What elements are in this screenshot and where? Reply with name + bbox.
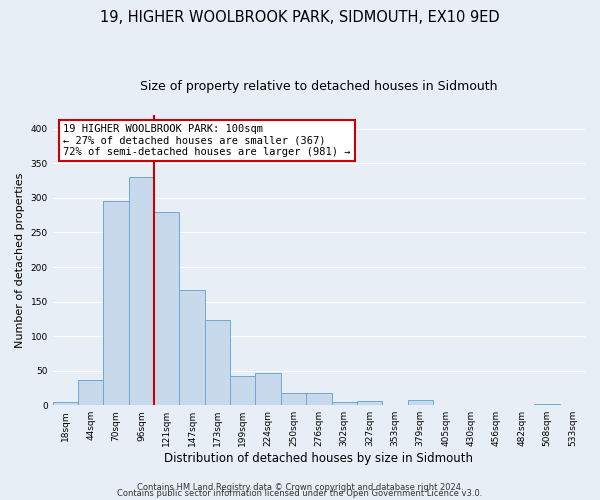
Bar <box>129 177 154 405</box>
Bar <box>256 374 281 405</box>
Bar <box>154 212 179 405</box>
Text: Contains HM Land Registry data © Crown copyright and database right 2024.: Contains HM Land Registry data © Crown c… <box>137 484 463 492</box>
X-axis label: Distribution of detached houses by size in Sidmouth: Distribution of detached houses by size … <box>164 452 473 465</box>
Title: Size of property relative to detached houses in Sidmouth: Size of property relative to detached ho… <box>140 80 497 93</box>
Bar <box>205 320 230 405</box>
Bar <box>53 402 78 405</box>
Bar <box>103 202 129 405</box>
Bar <box>306 393 332 405</box>
Bar <box>230 376 256 405</box>
Text: 19, HIGHER WOOLBROOK PARK, SIDMOUTH, EX10 9ED: 19, HIGHER WOOLBROOK PARK, SIDMOUTH, EX1… <box>100 10 500 25</box>
Y-axis label: Number of detached properties: Number of detached properties <box>15 172 25 348</box>
Bar <box>281 394 306 405</box>
Bar <box>179 290 205 405</box>
Text: Contains public sector information licensed under the Open Government Licence v3: Contains public sector information licen… <box>118 490 482 498</box>
Bar <box>332 402 357 405</box>
Bar <box>78 380 103 405</box>
Bar <box>535 404 560 405</box>
Bar <box>357 401 382 405</box>
Bar <box>407 400 433 405</box>
Text: 19 HIGHER WOOLBROOK PARK: 100sqm
← 27% of detached houses are smaller (367)
72% : 19 HIGHER WOOLBROOK PARK: 100sqm ← 27% o… <box>64 124 351 157</box>
